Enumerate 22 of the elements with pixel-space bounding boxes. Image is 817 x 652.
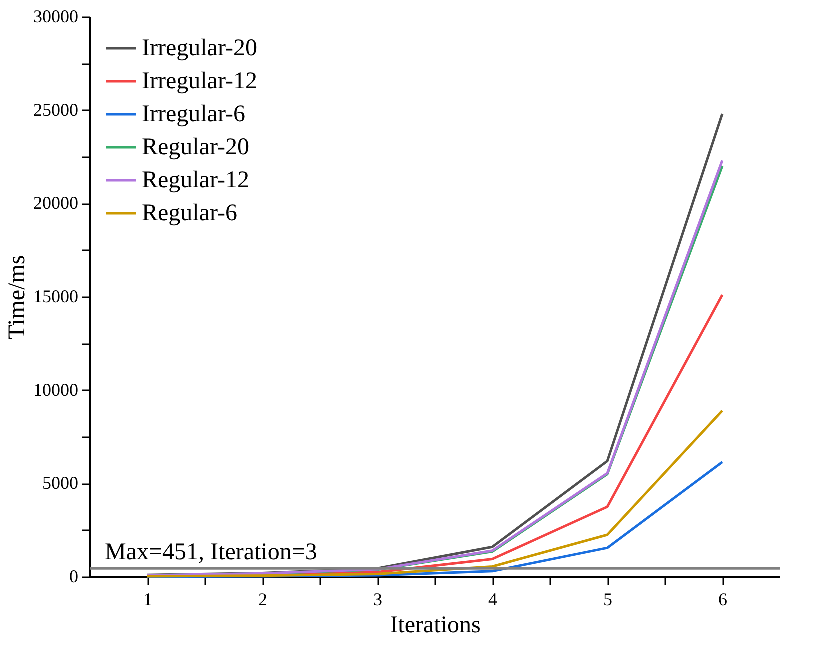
y-axis-title: Time/ms: [4, 255, 30, 340]
x-tick-label: 1: [144, 590, 152, 610]
x-axis-title: Iterations: [390, 612, 481, 638]
x-tick-label: 2: [258, 590, 268, 610]
y-tick-label: 25000: [34, 100, 78, 120]
legend-label: Regular-12: [142, 168, 250, 194]
legend-label: Regular-6: [142, 200, 238, 226]
y-tick-label: 20000: [34, 193, 78, 214]
x-tick-label: 6: [718, 590, 728, 610]
ref-line-label: Max=451, Iteration=3: [105, 540, 318, 566]
x-tick-label: 4: [488, 590, 498, 610]
y-tick-label: 30000: [34, 6, 78, 26]
legend-label: Regular-20: [142, 134, 250, 160]
y-tick-label: 10000: [34, 380, 78, 400]
y-tick-label: 0: [70, 566, 78, 586]
x-tick-label: 5: [604, 590, 612, 610]
x-tick-label: 3: [374, 590, 382, 610]
legend-label: Irregular-6: [142, 102, 246, 128]
legend-label: Irregular-20: [142, 36, 258, 62]
y-tick-label: 15000: [34, 286, 78, 306]
legend-label: Irregular-12: [142, 68, 258, 94]
y-tick-label: 5000: [42, 473, 78, 494]
